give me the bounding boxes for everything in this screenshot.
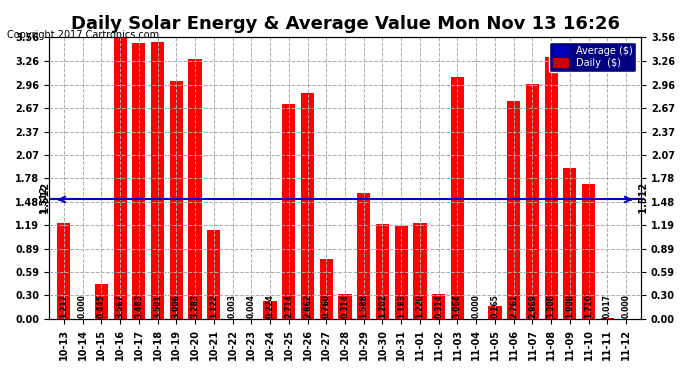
Bar <box>151 42 164 319</box>
Bar <box>57 223 70 319</box>
Text: 3.283: 3.283 <box>190 294 199 318</box>
Text: 0.000: 0.000 <box>622 294 631 318</box>
Text: 0.760: 0.760 <box>322 294 331 318</box>
Text: 1.512: 1.512 <box>39 185 48 214</box>
Text: 0.004: 0.004 <box>247 294 256 318</box>
Text: 1.183: 1.183 <box>397 294 406 318</box>
Bar <box>601 318 614 319</box>
Bar <box>489 306 502 319</box>
Text: 0.445: 0.445 <box>97 295 106 318</box>
Bar <box>413 223 426 319</box>
Bar <box>132 44 146 319</box>
Text: 0.314: 0.314 <box>340 294 350 318</box>
Bar <box>282 104 295 319</box>
Bar <box>338 294 352 319</box>
Text: 1.217: 1.217 <box>59 294 68 318</box>
Text: 1.588: 1.588 <box>359 294 368 318</box>
Text: 3.064: 3.064 <box>453 294 462 318</box>
Text: 0.000: 0.000 <box>472 294 481 318</box>
Bar <box>301 93 314 319</box>
Bar <box>376 224 389 319</box>
Bar <box>207 230 220 319</box>
Legend: Average ($), Daily  ($): Average ($), Daily ($) <box>549 42 636 72</box>
Bar <box>507 100 520 319</box>
Text: 0.224: 0.224 <box>266 294 275 318</box>
Text: 1.220: 1.220 <box>415 294 424 318</box>
Text: 0.017: 0.017 <box>603 294 612 318</box>
Bar <box>544 57 558 319</box>
Text: 1.122: 1.122 <box>209 294 218 318</box>
Text: 2.862: 2.862 <box>303 294 312 318</box>
Bar <box>170 81 183 319</box>
Title: Daily Solar Energy & Average Value Mon Nov 13 16:26: Daily Solar Energy & Average Value Mon N… <box>70 15 620 33</box>
Bar <box>432 294 445 319</box>
Bar <box>95 284 108 319</box>
Text: 0.314: 0.314 <box>434 294 443 318</box>
Text: Copyright 2017 Cartronics.com: Copyright 2017 Cartronics.com <box>7 30 159 40</box>
Text: 1.512: 1.512 <box>41 182 51 216</box>
Bar <box>451 76 464 319</box>
Bar <box>563 168 576 319</box>
Text: 3.567: 3.567 <box>115 294 125 318</box>
Text: 3.501: 3.501 <box>153 295 162 318</box>
Bar <box>357 194 371 319</box>
Bar <box>188 59 201 319</box>
Text: 2.761: 2.761 <box>509 294 518 318</box>
Bar <box>395 225 408 319</box>
Text: 2.969: 2.969 <box>528 294 537 318</box>
Bar <box>114 37 127 319</box>
Text: 1.512: 1.512 <box>639 182 649 216</box>
Bar <box>319 259 333 319</box>
Text: 0.003: 0.003 <box>228 294 237 318</box>
Bar <box>264 302 277 319</box>
Bar <box>582 184 595 319</box>
Text: 3.006: 3.006 <box>172 294 181 318</box>
Text: 0.000: 0.000 <box>78 294 87 318</box>
Text: 0.165: 0.165 <box>491 295 500 318</box>
Text: 3.308: 3.308 <box>546 294 555 318</box>
Text: 2.714: 2.714 <box>284 294 293 318</box>
Text: 1.710: 1.710 <box>584 294 593 318</box>
Text: 1.908: 1.908 <box>565 294 575 318</box>
Text: 1.202: 1.202 <box>378 294 387 318</box>
Text: 3.483: 3.483 <box>135 294 144 318</box>
Bar <box>526 84 539 319</box>
